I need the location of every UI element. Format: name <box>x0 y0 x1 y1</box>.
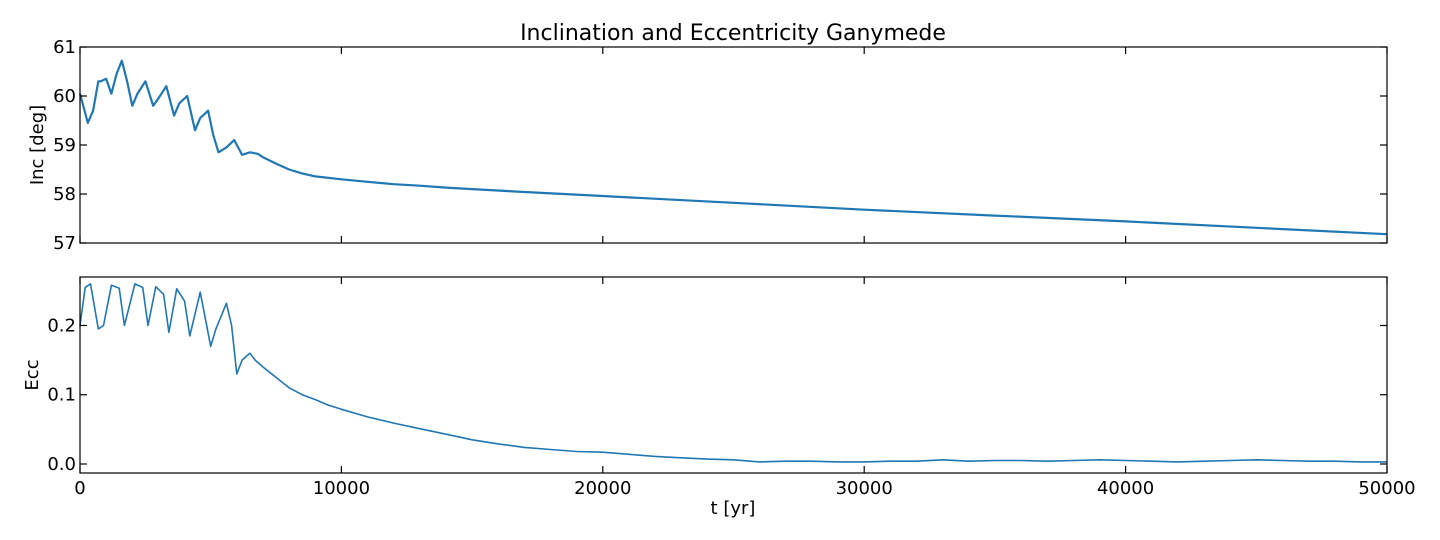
ecc-xtick-label: 50000 <box>1358 478 1415 499</box>
ecc-axes-frame <box>79 276 1388 474</box>
figure-title: Inclination and Eccentricity Ganymede <box>520 21 946 46</box>
ecc-ytick-label: 0.0 <box>47 454 76 475</box>
ecc-xtick-label: 40000 <box>1097 478 1154 499</box>
inc-ytick-label: 60 <box>53 86 76 107</box>
inc-panel: 57 58 59 60 61 Inc [deg] <box>27 37 1388 254</box>
ecc-xtick-label: 10000 <box>313 478 370 499</box>
inc-ticks: 57 58 59 60 61 <box>53 37 1388 254</box>
inc-ytick-label: 57 <box>53 233 76 254</box>
ecc-ticks: 0 10000 20000 30000 40000 50000 0.0 0.1 0.2 <box>47 277 1416 499</box>
inc-axes-frame <box>79 46 1388 244</box>
ecc-ylabel: Ecc <box>22 359 43 390</box>
ecc-xtick-label: 0 <box>74 478 85 499</box>
ecc-series-line <box>79 283 1387 463</box>
ecc-xtick-label: 30000 <box>836 478 893 499</box>
ecc-xlabel: t [yr] <box>711 498 756 519</box>
ecc-ytick-label: 0.1 <box>47 385 76 406</box>
inc-ytick-label: 61 <box>53 37 76 58</box>
inc-ytick-label: 59 <box>53 135 76 156</box>
ecc-ytick-label: 0.2 <box>47 315 76 336</box>
inc-ytick-label: 58 <box>53 184 76 205</box>
ecc-xtick-label: 20000 <box>574 478 631 499</box>
inc-ylabel: Inc [deg] <box>27 105 48 185</box>
inc-series-line <box>78 59 1388 236</box>
